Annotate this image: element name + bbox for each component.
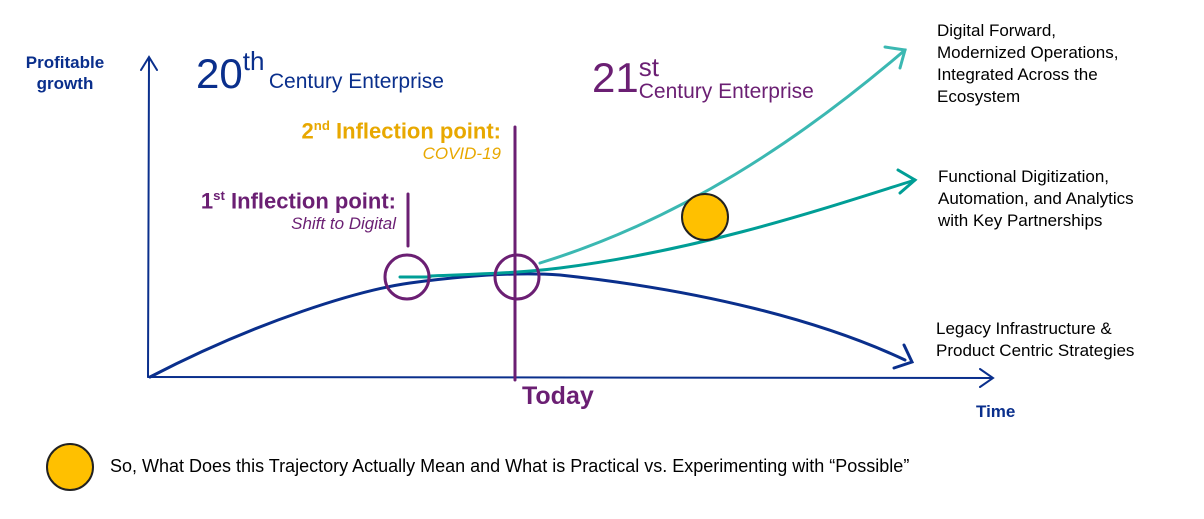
legacy-arrowhead: [892, 343, 915, 370]
functional-digitization-arrowhead: [896, 168, 918, 195]
ordinal: 1: [200, 188, 214, 214]
outcome-digital-forward: Digital Forward, Modernized Operations, …: [937, 21, 1119, 106]
x-axis-label: Time: [976, 402, 1016, 421]
y-axis-label: Profitable growth: [25, 53, 105, 93]
today-label: Today: [522, 382, 594, 410]
footer-question: So, What Does this Trajectory Actually M…: [110, 456, 910, 476]
footer-marker: [46, 443, 94, 491]
position-marker: [681, 193, 729, 241]
inflection-subtitle: Shift to Digital: [291, 214, 396, 234]
era-label: Century Enterprise: [268, 70, 444, 93]
functional-digitization-curve: [398, 178, 917, 279]
outcome-functional-digitization: Functional Digitization, Automation, and…: [938, 167, 1134, 230]
ordinal-suffix: st: [213, 188, 225, 203]
inflection-1-label: 1st Inflection point: Shift to Digital: [201, 188, 396, 234]
x-axis: [147, 368, 995, 388]
era-20th-heading: 20th Century Enterprise: [196, 46, 444, 98]
era-21st-heading: 21 st Century Enterprise: [592, 54, 814, 104]
ordinal-suffix: nd: [313, 118, 330, 133]
outcome-legacy: Legacy Infrastructure & Product Centric …: [936, 319, 1135, 360]
inflection-subtitle: COVID-19: [422, 144, 501, 164]
inflection-2-circle: [493, 253, 541, 301]
y-axis: [140, 55, 158, 378]
era-number: 21: [592, 54, 639, 101]
inflection-1-circle: [383, 253, 431, 301]
era-label: Century Enterprise: [638, 80, 814, 103]
era-suffix: th: [242, 46, 265, 76]
digital-forward-curve: [538, 48, 907, 265]
inflection-title: Inflection point:: [336, 118, 501, 144]
era-suffix: st: [638, 52, 659, 82]
digital-forward-arrowhead: [883, 45, 907, 70]
inflection-2-label: 2nd Inflection point: COVID-19: [302, 118, 501, 164]
era-number: 20: [196, 50, 243, 97]
ordinal: 2: [301, 118, 314, 144]
legacy-curve: [148, 272, 907, 379]
inflection-title: Inflection point:: [231, 188, 396, 214]
